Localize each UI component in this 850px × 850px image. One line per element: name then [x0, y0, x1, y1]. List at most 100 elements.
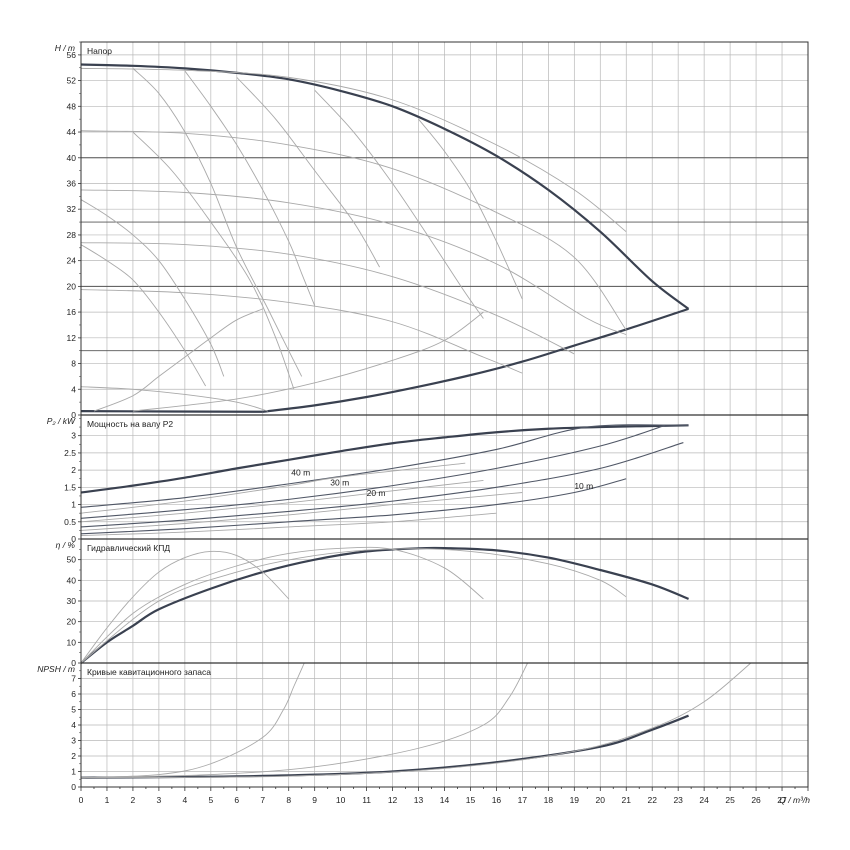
efficiency-curve	[80, 548, 627, 664]
power-curve	[80, 479, 484, 523]
x-tick-label: 11	[362, 795, 371, 805]
x-tick-label: 19	[570, 795, 580, 805]
y-axis-label: H / m	[55, 43, 75, 53]
x-tick-label: 2	[131, 795, 136, 805]
head-curve	[80, 199, 225, 377]
x-tick-label: 7	[260, 795, 265, 805]
efficiency-curve	[80, 550, 290, 664]
frame-layer	[78, 41, 809, 791]
head-curve	[80, 189, 627, 336]
x-tick-label: 18	[544, 795, 554, 805]
curve-label: 40 m	[291, 467, 310, 477]
y-tick-label: 10	[67, 637, 77, 647]
power-curve	[80, 442, 684, 528]
y-tick-label: 5	[71, 705, 76, 715]
power-curve	[80, 424, 689, 494]
head-curve	[80, 410, 263, 413]
y-tick-label: 0.5	[64, 517, 76, 527]
power-curve	[80, 492, 523, 531]
y-tick-label: 28	[67, 230, 77, 240]
y-tick-label: 2	[71, 751, 76, 761]
y-tick-label: 16	[67, 307, 77, 317]
x-tick-label: 12	[388, 795, 398, 805]
curve-label: 10 m	[574, 481, 593, 491]
y-tick-label: 2	[71, 465, 76, 475]
grid-layer	[80, 42, 809, 788]
y-tick-label: 12	[67, 333, 77, 343]
panel-title: Гидравлический КПД	[87, 543, 170, 553]
x-tick-label: 23	[673, 795, 683, 805]
panel-title: Мощность на валу P2	[87, 419, 173, 429]
y-axis-label: NPSH / m	[37, 664, 75, 674]
reference-lines-layer	[81, 157, 808, 352]
power-curve	[80, 424, 689, 508]
x-tick-label: 1	[105, 795, 110, 805]
y-tick-label: 4	[71, 720, 76, 730]
head-curve	[80, 242, 575, 355]
x-tick-label: 16	[492, 795, 502, 805]
efficiency-curve	[80, 546, 689, 664]
head-curve	[80, 67, 627, 233]
y-tick-label: 56	[67, 50, 77, 60]
y-tick-label: 20	[67, 281, 77, 291]
y-tick-label: 1	[71, 767, 76, 777]
x-tick-label: 14	[440, 795, 450, 805]
head-curve	[132, 131, 295, 390]
y-tick-label: 1	[71, 500, 76, 510]
y-tick-label: 30	[67, 596, 77, 606]
x-tick-label: 4	[182, 795, 187, 805]
y-tick-label: 20	[67, 617, 77, 627]
x-tick-label: 9	[312, 795, 317, 805]
y-tick-label: 0	[71, 534, 76, 544]
head-curve	[418, 118, 523, 300]
head-curve	[80, 63, 690, 310]
y-tick-label: 32	[67, 204, 77, 214]
head-curve	[80, 289, 523, 374]
y-tick-label: 40	[67, 575, 77, 585]
x-tick-label: 13	[414, 795, 424, 805]
curve-label: 20 m	[367, 488, 386, 498]
npsh-curve	[80, 662, 305, 779]
head-curve	[184, 70, 316, 306]
y-tick-label: 48	[67, 101, 77, 111]
head-curve	[93, 308, 263, 412]
x-tick-label: 8	[286, 795, 291, 805]
x-tick-label: 10	[336, 795, 346, 805]
y-tick-label: 0	[71, 782, 76, 792]
y-axis-label: η / %	[56, 540, 76, 550]
x-tick-label: 6	[234, 795, 239, 805]
y-tick-label: 0	[71, 658, 76, 668]
x-tick-label: 27	[777, 795, 787, 805]
curve-label: 30 m	[330, 478, 349, 488]
y-tick-label: 8	[71, 359, 76, 369]
x-tick-label: 25	[725, 795, 735, 805]
y-tick-label: 44	[67, 127, 77, 137]
power-curve	[80, 462, 466, 514]
head-curve	[262, 307, 689, 413]
y-tick-label: 3	[71, 431, 76, 441]
power-curve	[80, 424, 666, 519]
head-curve	[80, 130, 627, 331]
x-tick-label: 26	[751, 795, 761, 805]
power-curve	[80, 512, 497, 537]
head-curve	[132, 68, 303, 377]
head-curve	[80, 386, 269, 412]
curves-layer	[80, 63, 752, 779]
x-tick-label: 24	[699, 795, 709, 805]
y-tick-label: 7	[71, 674, 76, 684]
y-tick-label: 2.5	[64, 448, 76, 458]
y-tick-label: 40	[67, 153, 77, 163]
panel-title: Кривые кавитационного запаса	[87, 667, 211, 677]
head-curve	[132, 311, 484, 412]
y-tick-label: 6	[71, 689, 76, 699]
power-curve	[80, 478, 627, 535]
y-tick-label: 1.5	[64, 482, 76, 492]
y-tick-label: 4	[71, 384, 76, 394]
panel-title: Напор	[87, 46, 112, 56]
npsh-curve	[80, 662, 528, 779]
y-axis-label: P₂ / kW	[47, 416, 76, 426]
x-tick-label: 17	[518, 795, 528, 805]
y-tick-label: 52	[67, 76, 77, 86]
x-tick-label: 15	[466, 795, 476, 805]
